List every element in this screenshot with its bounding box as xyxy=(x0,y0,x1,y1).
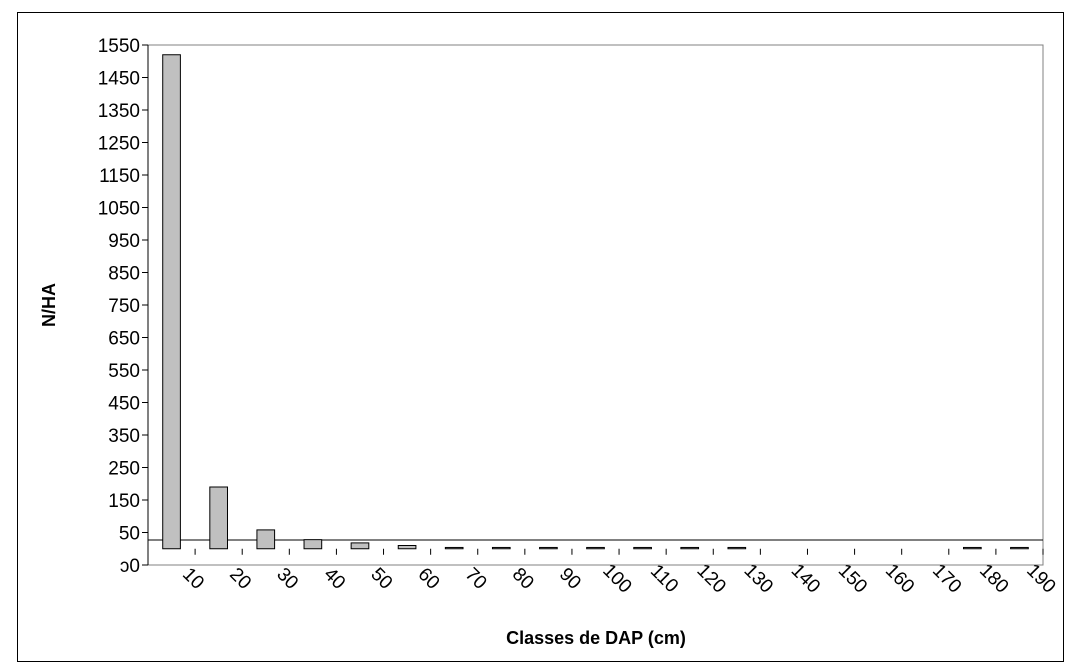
x-tick-label: 130 xyxy=(740,560,777,597)
x-tick-label: 50 xyxy=(367,564,397,594)
y-tick-label: 450 xyxy=(108,394,140,415)
x-tick-label: 90 xyxy=(555,564,585,594)
y-tick-label: 350 xyxy=(108,426,140,447)
x-tick-label: 10 xyxy=(178,564,208,594)
bar xyxy=(162,54,181,550)
y-tick-label: 1250 xyxy=(98,134,140,155)
x-tick-label: 20 xyxy=(225,564,255,594)
x-tick-labels: 10 20 30 40 50 60 70 80 90 100 110 120 130 140 150 160 1… xyxy=(178,560,1059,597)
x-tick-label: 180 xyxy=(975,560,1012,597)
bars xyxy=(162,54,1029,550)
x-ticks xyxy=(147,548,1044,555)
x-tick-label: 40 xyxy=(319,564,349,594)
x-tick-label: 100 xyxy=(598,560,635,597)
bar xyxy=(256,529,276,550)
bar xyxy=(1010,546,1029,550)
y-tick-label: 750 xyxy=(108,296,140,317)
bar xyxy=(444,546,464,550)
plot-area xyxy=(147,44,1044,566)
bar xyxy=(397,545,417,550)
y-tick-label: 950 xyxy=(108,231,140,252)
bar xyxy=(633,546,652,550)
x-tick-label: 30 xyxy=(272,564,302,594)
y-ticks xyxy=(142,44,148,566)
bar xyxy=(680,546,700,550)
y-axis-title: N/HA xyxy=(39,283,59,327)
x-tick-label: 140 xyxy=(787,560,824,597)
y-tick-label: 250 xyxy=(108,459,140,480)
y-tick-label: 1450 xyxy=(98,69,140,90)
y-tick-label: 850 xyxy=(108,264,140,285)
x-axis-title: Classes de DAP (cm) xyxy=(506,628,686,648)
y-tick-label: ɔ0 xyxy=(120,556,140,577)
bar xyxy=(303,539,323,550)
bar xyxy=(350,542,370,550)
y-tick-label: 1150 xyxy=(99,166,140,187)
y-tick-label: 50 xyxy=(119,524,140,545)
x-tick-label: 110 xyxy=(646,561,682,597)
x-tick-label: 170 xyxy=(928,560,965,597)
bar xyxy=(539,546,558,550)
bar xyxy=(209,486,228,550)
y-tick-label: 550 xyxy=(108,361,140,382)
y-tick-labels: ɔ0 50 150 250 350 450 550 650 750 850 950 1050 1150 1… xyxy=(98,36,140,577)
y-tick-label: 1350 xyxy=(98,101,140,122)
y-tick-label: 150 xyxy=(108,491,140,512)
x-tick-label: 150 xyxy=(834,560,871,597)
y-tick-label: 650 xyxy=(108,329,140,350)
x-tick-label: 190 xyxy=(1022,560,1059,597)
bar xyxy=(586,546,605,550)
bar xyxy=(727,546,747,550)
x-tick-label: 70 xyxy=(461,564,491,594)
bar xyxy=(491,546,511,550)
bar xyxy=(963,546,982,550)
x-tick-label: 120 xyxy=(693,560,730,597)
x-tick-label: 60 xyxy=(414,564,444,594)
x-tick-label: 160 xyxy=(881,560,918,597)
x-tick-label: 80 xyxy=(508,564,538,594)
y-tick-label: 1550 xyxy=(98,36,140,57)
y-tick-label: 1050 xyxy=(98,199,140,220)
